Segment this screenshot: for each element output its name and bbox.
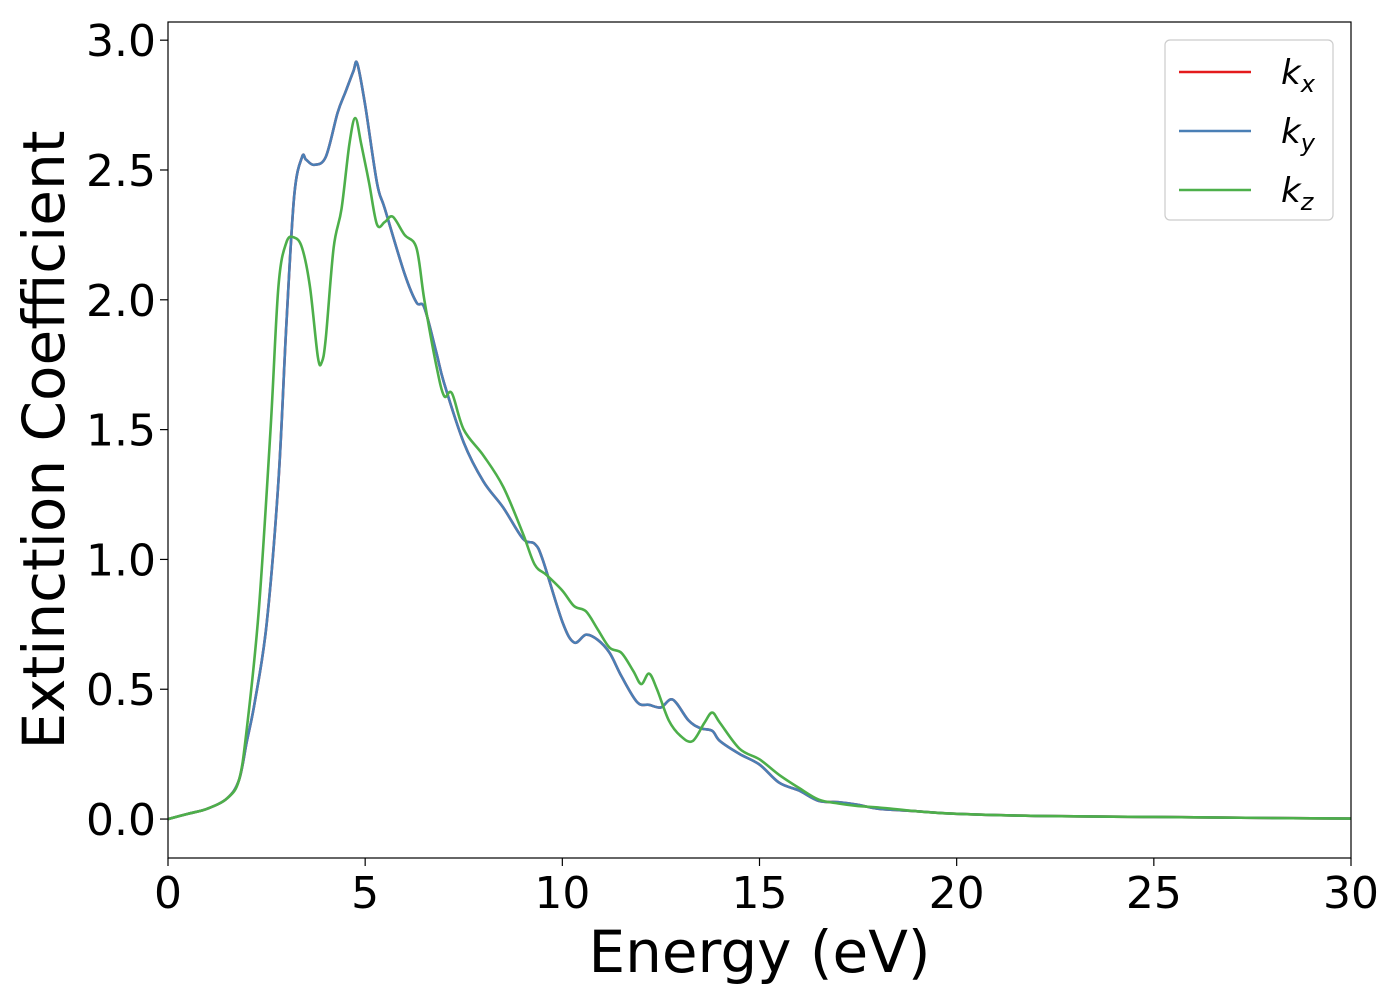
x-tick-label: 25 xyxy=(1126,868,1182,919)
y-tick-label: 3.0 xyxy=(86,16,156,67)
series-layer xyxy=(168,60,1351,821)
y-tick-label: 2.0 xyxy=(86,276,156,327)
x-tick-label: 15 xyxy=(732,868,788,919)
x-axis-title: Energy (eV) xyxy=(588,918,930,986)
x-tick-label: 0 xyxy=(154,868,182,919)
legend-item-k-y: ky xyxy=(1179,112,1316,157)
y-tick-label: 0.5 xyxy=(86,665,156,716)
legend-label: kz xyxy=(1281,171,1315,216)
series-line-k-z xyxy=(168,116,1351,821)
x-tick-label: 10 xyxy=(534,868,590,919)
series-line-k-y xyxy=(168,60,1351,821)
y-tick-label: 2.5 xyxy=(86,146,156,197)
y-tick-label: 1.0 xyxy=(86,535,156,586)
y-tick-label: 1.5 xyxy=(86,406,156,457)
x-axis: 0 5 10 15 20 25 30 xyxy=(154,858,1379,919)
x-tick-label: 20 xyxy=(929,868,985,919)
legend-label: ky xyxy=(1281,112,1316,157)
legend: kx ky kz xyxy=(1164,39,1334,221)
x-tick-label: 30 xyxy=(1323,868,1379,919)
y-tick-label: 0.0 xyxy=(86,795,156,846)
legend-item-k-z: kz xyxy=(1179,171,1315,216)
x-tick-label: 5 xyxy=(351,868,379,919)
y-axis: 0.0 0.5 1.0 1.5 2.0 2.5 3.0 xyxy=(86,16,168,846)
legend-label: kx xyxy=(1281,53,1316,98)
legend-item-k-x: kx xyxy=(1179,53,1316,98)
y-axis-title: Extinction Coefficient xyxy=(10,131,78,750)
